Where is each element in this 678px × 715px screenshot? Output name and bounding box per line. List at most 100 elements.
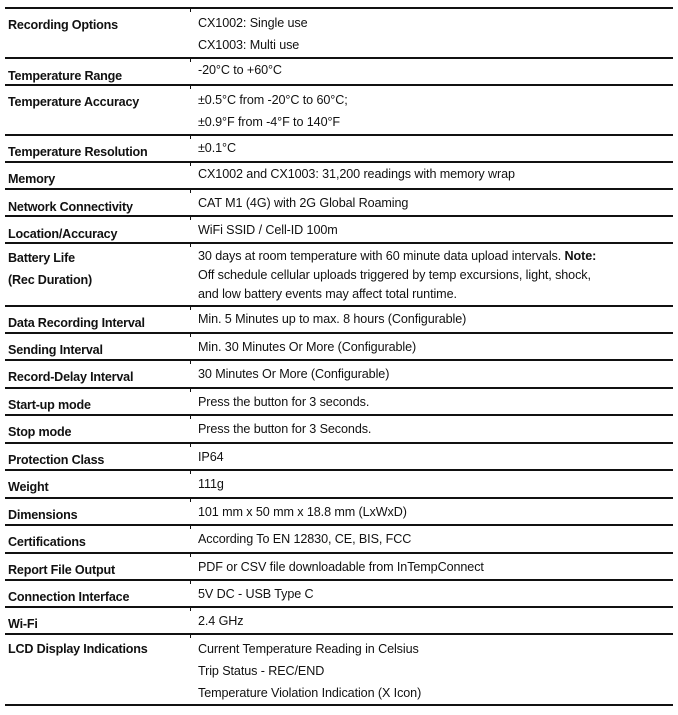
spec-row: Report File Output PDF or CSV file downlo… bbox=[5, 552, 673, 579]
spec-value-line: Trip Status - REC/END bbox=[198, 664, 325, 678]
spec-value-line: 111g bbox=[198, 477, 224, 491]
spec-value-line: ±0.1°C bbox=[198, 141, 236, 155]
spec-row: Temperature Resolution ±0.1°C bbox=[5, 134, 673, 161]
spec-row: Sending Interval Min. 30 Minutes Or More … bbox=[5, 332, 673, 359]
spec-label-line: Battery Life bbox=[8, 251, 75, 265]
spec-value: 2.4 GHz bbox=[198, 610, 669, 632]
spec-value-line: PDF or CSV file downloadable from InTemp… bbox=[198, 560, 484, 574]
spec-label-line: Certifications bbox=[8, 535, 86, 549]
spec-value: 30 days at room temperature with 60 minu… bbox=[198, 247, 669, 304]
spec-value: Min. 5 Minutes up to max. 8 hours (Confi… bbox=[198, 308, 669, 330]
spec-value: WiFi SSID / Cell-ID 100m bbox=[198, 219, 669, 241]
spec-value: PDF or CSV file downloadable from InTemp… bbox=[198, 556, 669, 578]
spec-row: Record-Delay Interval 30 Minutes Or More … bbox=[5, 359, 673, 387]
spec-label-line: Network Connectivity bbox=[8, 200, 133, 214]
spec-label: Temperature Accuracy bbox=[8, 91, 139, 113]
spec-value-line: -20°C to +60°C bbox=[198, 63, 282, 77]
spec-value-line: 30 Minutes Or More (Configurable) bbox=[198, 367, 390, 381]
spec-label-line: Weight bbox=[8, 480, 49, 494]
spec-value-line: Press the button for 3 Seconds. bbox=[198, 422, 372, 436]
spec-value-line: CAT M1 (4G) with 2G Global Roaming bbox=[198, 196, 409, 210]
spec-label: Certifications bbox=[8, 531, 86, 553]
spec-value: Current Temperature Reading in Celsius Tr… bbox=[198, 638, 669, 704]
spec-row: Protection Class IP64 bbox=[5, 442, 673, 469]
spec-row: Connection Interface 5V DC - USB Type C bbox=[5, 579, 673, 606]
spec-value-line: 30 days at room temperature with 60 minu… bbox=[198, 247, 669, 266]
spec-label: Temperature Range bbox=[8, 65, 122, 87]
spec-value: 30 Minutes Or More (Configurable) bbox=[198, 363, 669, 385]
spec-label: Location/Accuracy bbox=[8, 223, 117, 245]
spec-label-line: Recording Options bbox=[8, 18, 118, 32]
spec-label-line: Wi-Fi bbox=[8, 617, 38, 631]
spec-value-line: ±0.9°F from -4°F to 140°F bbox=[198, 115, 341, 129]
spec-label-line: Temperature Range bbox=[8, 69, 122, 83]
spec-value-line: CX1002: Single use bbox=[198, 16, 308, 30]
spec-row: Dimensions 101 mm x 50 mm x 18.8 mm (LxWx… bbox=[5, 497, 673, 524]
spec-value-line: CX1002 and CX1003: 31,200 readings with … bbox=[198, 167, 515, 181]
spec-label-line: Data Recording Interval bbox=[8, 316, 145, 330]
spec-label: Network Connectivity bbox=[8, 196, 133, 218]
spec-value: -20°C to +60°C bbox=[198, 59, 669, 81]
spec-row: Recording Options CX1002: Single use CX100… bbox=[5, 7, 673, 57]
spec-label-line: Sending Interval bbox=[8, 343, 103, 357]
spec-label: Report File Output bbox=[8, 559, 115, 581]
spec-label: Memory bbox=[8, 168, 55, 190]
spec-row: Data Recording Interval Min. 5 Minutes up… bbox=[5, 305, 673, 332]
spec-label-line: LCD Display Indications bbox=[8, 642, 148, 656]
spec-label: Dimensions bbox=[8, 504, 78, 526]
spec-label: LCD Display Indications bbox=[8, 638, 148, 660]
spec-row: Memory CX1002 and CX1003: 31,200 readings… bbox=[5, 161, 673, 188]
spec-label-line: Temperature Accuracy bbox=[8, 95, 140, 109]
spec-label-line: Memory bbox=[8, 172, 56, 186]
spec-value-line: Min. 30 Minutes Or More (Configurable) bbox=[198, 340, 417, 354]
spec-label: Temperature Resolution bbox=[8, 141, 148, 163]
spec-label: Data Recording Interval bbox=[8, 312, 145, 334]
spec-value: Min. 30 Minutes Or More (Configurable) bbox=[198, 336, 669, 358]
spec-value: CAT M1 (4G) with 2G Global Roaming bbox=[198, 192, 669, 214]
spec-label: Start-up mode bbox=[8, 394, 91, 416]
spec-row: Location/Accuracy WiFi SSID / Cell-ID 100… bbox=[5, 215, 673, 242]
spec-row: LCD Display Indications Current Temperatu… bbox=[5, 633, 673, 706]
spec-row: Battery Life (Rec Duration) 30 days at roo… bbox=[5, 242, 673, 305]
spec-value-line: WiFi SSID / Cell-ID 100m bbox=[198, 223, 338, 237]
spec-value-line: and low battery events may affect total … bbox=[198, 287, 457, 301]
spec-label-line: Stop mode bbox=[8, 425, 72, 439]
spec-value: CX1002: Single use CX1003: Multi use bbox=[198, 12, 669, 56]
spec-value-line: Temperature Violation Indication (X Icon… bbox=[198, 686, 422, 700]
spec-value-line: 5V DC - USB Type C bbox=[198, 587, 314, 601]
spec-label: Connection Interface bbox=[8, 586, 129, 608]
spec-value: Press the button for 3 Seconds. bbox=[198, 418, 669, 440]
spec-value: 101 mm x 50 mm x 18.8 mm (LxWxD) bbox=[198, 501, 669, 523]
spec-label-line: Start-up mode bbox=[8, 398, 91, 412]
spec-row: Network Connectivity CAT M1 (4G) with 2G … bbox=[5, 188, 673, 215]
spec-value-line: CX1003: Multi use bbox=[198, 38, 300, 52]
spec-row: Wi-Fi 2.4 GHz bbox=[5, 606, 673, 633]
spec-label: Protection Class bbox=[8, 449, 104, 471]
spec-value: ±0.1°C bbox=[198, 137, 669, 159]
spec-label-line: Report File Output bbox=[8, 563, 115, 577]
spec-row: Temperature Accuracy ±0.5°C from -20°C to… bbox=[5, 84, 673, 134]
spec-label-line: Temperature Resolution bbox=[8, 145, 148, 159]
spec-value-line: Min. 5 Minutes up to max. 8 hours (Confi… bbox=[198, 312, 467, 326]
spec-label: Weight bbox=[8, 476, 49, 498]
spec-value: IP64 bbox=[198, 446, 669, 468]
spec-value: 111g bbox=[198, 473, 669, 495]
spec-value: CX1002 and CX1003: 31,200 readings with … bbox=[198, 163, 669, 185]
spec-row: Temperature Range -20°C to +60°C bbox=[5, 57, 673, 84]
spec-value-line: IP64 bbox=[198, 450, 224, 464]
spec-label: Stop mode bbox=[8, 421, 71, 443]
spec-value: Press the button for 3 seconds. bbox=[198, 391, 669, 413]
spec-label: Wi-Fi bbox=[8, 613, 38, 635]
spec-value: ±0.5°C from -20°C to 60°C; ±0.9°F from -4… bbox=[198, 89, 669, 133]
spec-value-line: 2.4 GHz bbox=[198, 614, 244, 628]
spec-label: Battery Life (Rec Duration) bbox=[8, 247, 92, 291]
spec-value-line: ±0.5°C from -20°C to 60°C; bbox=[198, 93, 348, 107]
spec-value-line: Off schedule cellular uploads triggered … bbox=[198, 268, 591, 282]
spec-label: Record-Delay Interval bbox=[8, 366, 133, 388]
spec-label-line: Record-Delay Interval bbox=[8, 370, 134, 384]
spec-value-line: 101 mm x 50 mm x 18.8 mm (LxWxD) bbox=[198, 505, 407, 519]
specifications-table: Recording Options CX1002: Single use CX100… bbox=[5, 7, 673, 706]
note-label: Note: bbox=[564, 249, 597, 263]
spec-row: Stop mode Press the button for 3 Seconds. bbox=[5, 414, 673, 442]
spec-row: Weight 111g bbox=[5, 469, 673, 497]
